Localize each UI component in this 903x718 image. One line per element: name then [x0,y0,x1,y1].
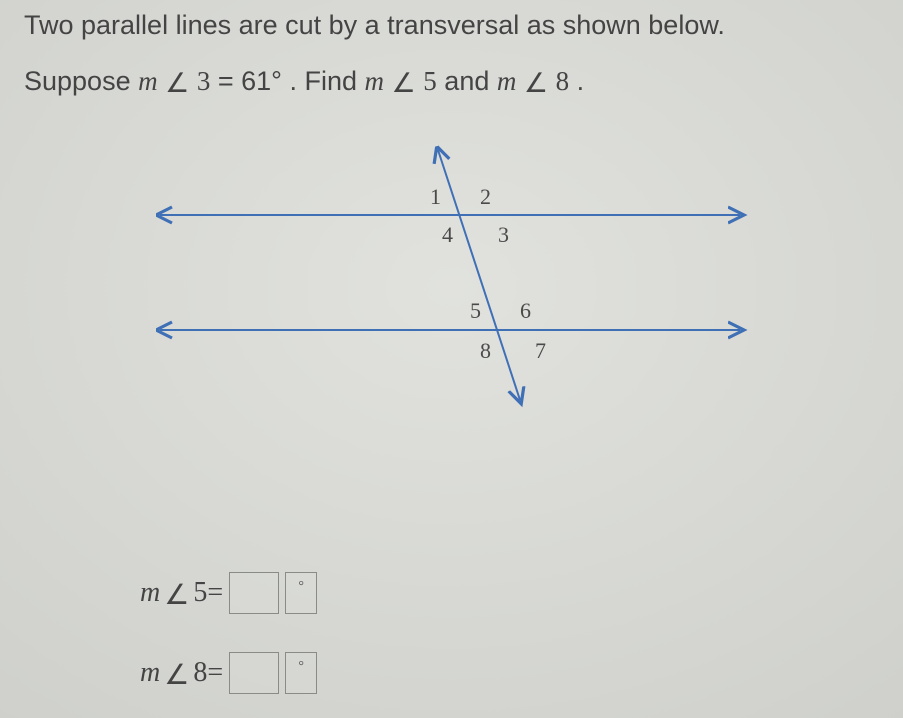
answers-block: m ∠ 5 = ° m ∠ 8 = ° [140,565,317,718]
m-symbol-ans2: m [140,657,160,689]
angle-label-1: 1 [430,184,441,209]
problem-line-2: Suppose m ∠ 3 = 61° . Find m ∠ 5 and m ∠… [24,66,584,97]
angle5-input[interactable] [229,572,279,614]
angle-label-7: 7 [535,338,546,363]
angle-symbol-3: ∠ [524,68,548,99]
angle-num-ans2: 8 [193,657,207,689]
angle-symbol-2: ∠ [392,68,416,99]
degree-box-1: ° [285,572,317,614]
period-end: . [577,66,585,96]
answer-row-angle-8: m ∠ 8 = ° [140,645,317,700]
m-symbol-ans1: m [140,577,160,609]
suppose-text: Suppose [24,66,138,96]
page: { "problem": { "line1": "Two parallel li… [0,0,903,718]
period-find: . Find [290,66,365,96]
angle-label-2: 2 [480,184,491,209]
angle-label-6: 6 [520,298,531,323]
angle-num-ans1: 5 [193,577,207,609]
answer-row-angle-5: m ∠ 5 = ° [140,565,317,620]
angle-symbol-ans2: ∠ [164,658,189,691]
m-symbol-2: m [365,66,385,96]
and-text: and [444,66,497,96]
equals-1: = [218,66,241,96]
angle-value-61: 61° [241,66,282,96]
angle-label-5: 5 [470,298,481,323]
problem-line-1: Two parallel lines are cut by a transver… [24,10,725,41]
equals-ans1: = [207,577,223,609]
angle-symbol-1: ∠ [165,68,189,99]
angle-label-3: 3 [498,222,509,247]
m-symbol-1: m [138,66,158,96]
angle-label-8: 8 [480,338,491,363]
angle-number-3: 3 [197,66,211,96]
transversal-diagram: 1 2 3 4 5 6 7 8 [140,140,760,430]
transversal-line [438,150,520,400]
angle-label-4: 4 [442,222,453,247]
angle-number-8: 8 [556,66,570,96]
equals-ans2: = [207,657,223,689]
angle8-input[interactable] [229,652,279,694]
m-symbol-3: m [497,66,517,96]
angle-symbol-ans1: ∠ [164,578,189,611]
angle-number-5: 5 [423,66,437,96]
degree-box-2: ° [285,652,317,694]
